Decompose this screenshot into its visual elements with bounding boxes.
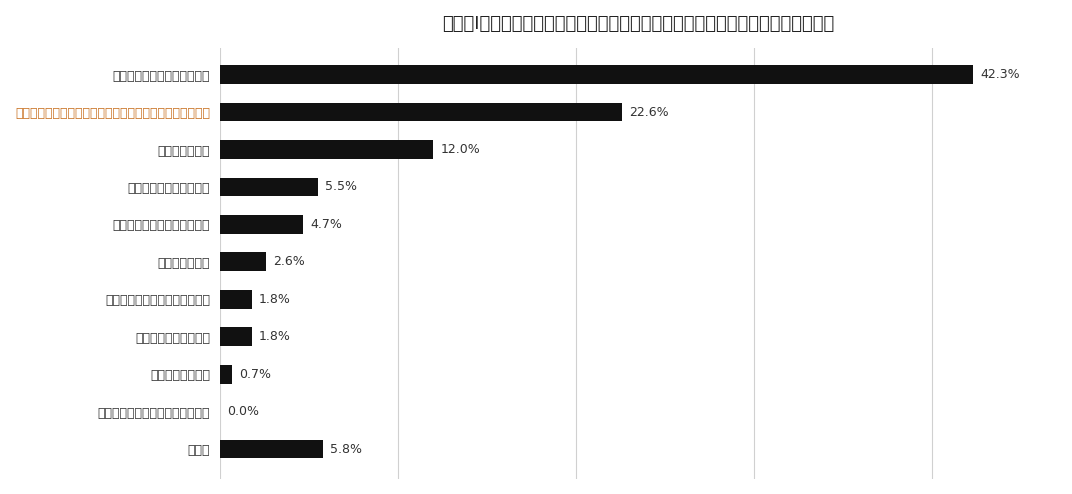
Text: 0.0%: 0.0% <box>227 405 258 418</box>
Text: 1.8%: 1.8% <box>259 293 291 306</box>
Text: 1.8%: 1.8% <box>259 330 291 343</box>
Text: 5.5%: 5.5% <box>325 180 357 194</box>
Bar <box>220 178 317 196</box>
Bar <box>220 290 252 309</box>
Bar <box>220 140 433 159</box>
Text: 0.7%: 0.7% <box>239 368 271 381</box>
Text: 2.6%: 2.6% <box>273 255 304 268</box>
Title: 「情報Ⅰ」における学校の課題をお聞かせください～「一番」課題に感じるもの～: 「情報Ⅰ」における学校の課題をお聞かせください～「一番」課題に感じるもの～ <box>443 15 834 33</box>
Bar <box>220 328 252 346</box>
Bar <box>220 215 303 234</box>
Bar <box>220 440 323 458</box>
Text: 42.3%: 42.3% <box>981 68 1021 81</box>
Bar <box>220 365 233 383</box>
Text: 4.7%: 4.7% <box>311 218 342 231</box>
Bar <box>220 252 266 271</box>
Bar <box>220 65 973 84</box>
Text: 5.8%: 5.8% <box>330 443 362 455</box>
Text: 12.0%: 12.0% <box>441 143 480 156</box>
Text: 22.6%: 22.6% <box>629 106 669 119</box>
Bar <box>220 103 623 122</box>
